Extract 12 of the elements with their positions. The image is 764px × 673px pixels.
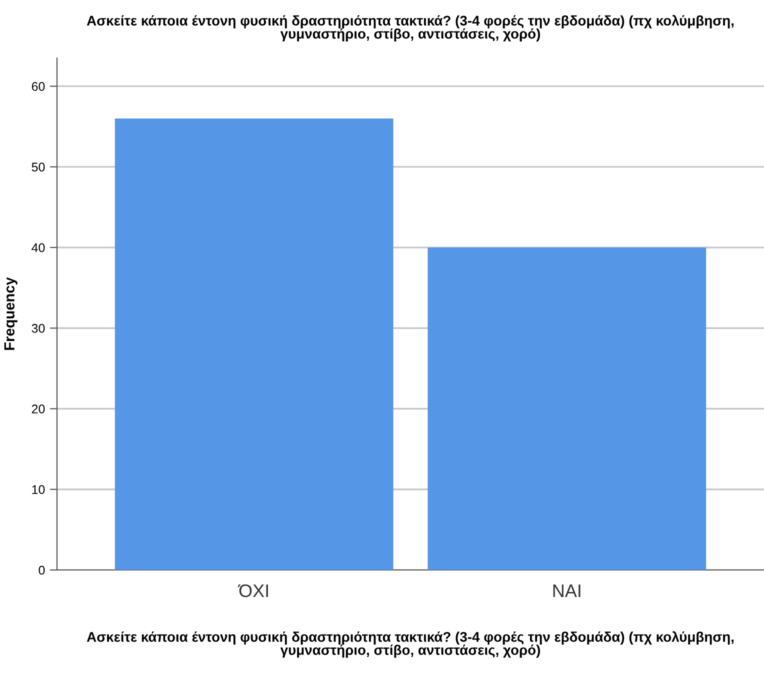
y-tick-label: 0: [38, 566, 45, 575]
y-tick-label: 50: [32, 162, 45, 172]
x-tick-label: ΝΑΙ: [553, 584, 580, 597]
y-tick-label: 30: [32, 324, 45, 333]
x-tick-label: ΌΧΙ: [238, 584, 268, 598]
y-tick-label: 60: [32, 82, 45, 91]
y-axis-title: Frequency: [4, 277, 18, 350]
chart-title: Ασκείτε κάποια έντονη φυσική δραστηριότητα τακτικά? (3-4 φορές την εβδομάδα) (πχ κολύμβηση, γυμναστήριο, στίβο, αντιστάσεις, χορό): [86, 15, 734, 42]
x-axis-title: Ασκείτε κάποια έντονη φυσική δραστηριότητα τακτικά? (3-4 φορές την εβδομάδα) (πχ κολύμβηση, γυμναστήριο, στίβο, αντιστάσεις, χορό): [86, 631, 734, 658]
y-tick-label: 40: [32, 243, 45, 252]
y-tick-label: 10: [32, 485, 45, 494]
y-tick-label: 20: [32, 404, 45, 414]
